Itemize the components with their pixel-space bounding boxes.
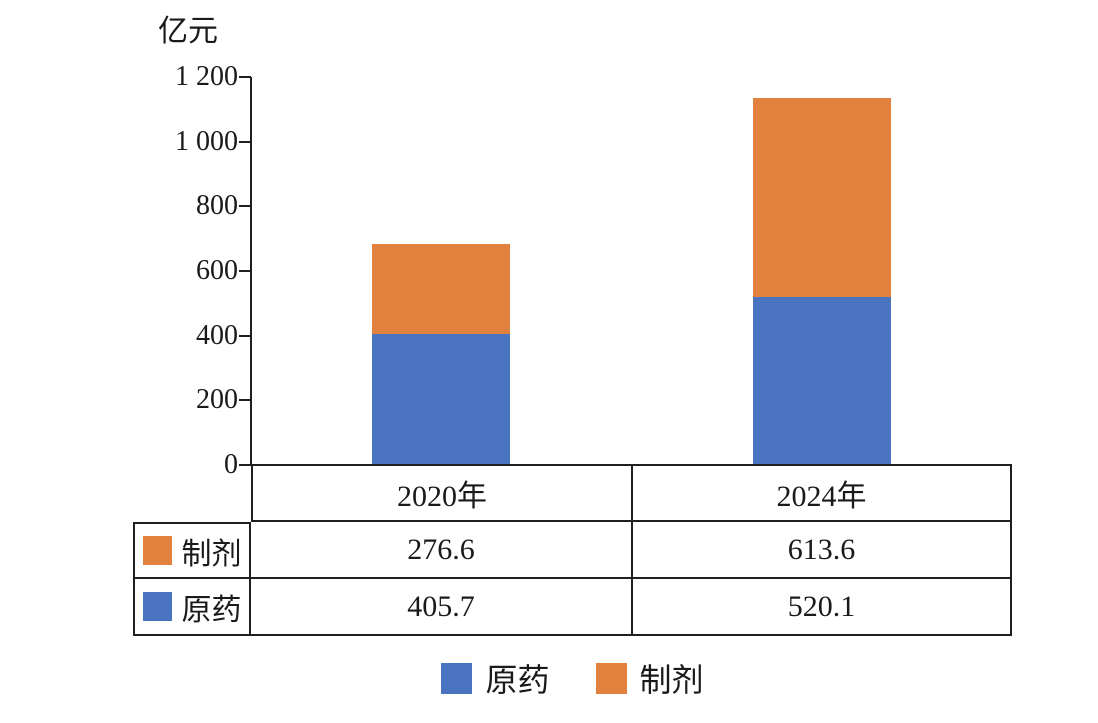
y-tick-mark bbox=[239, 334, 251, 337]
legend-swatch-formulation bbox=[595, 662, 627, 694]
bar-segment-formulation bbox=[372, 244, 511, 334]
legend-swatch-formulation bbox=[142, 536, 172, 565]
legend-label-technical-material: 原药 bbox=[485, 662, 550, 698]
y-tick-label: 200 bbox=[196, 384, 238, 416]
bar-segment-formulation bbox=[752, 98, 891, 297]
legend-swatch-technical-material bbox=[142, 592, 172, 621]
y-tick-label: 800 bbox=[196, 190, 238, 222]
y-axis-line bbox=[250, 77, 252, 465]
y-tick-mark bbox=[239, 464, 251, 466]
y-tick-label: 0 bbox=[224, 449, 238, 480]
table-value-cell: 276.6 bbox=[251, 522, 633, 579]
y-tick-label: 600 bbox=[196, 255, 238, 286]
table-value-cell: 613.6 bbox=[633, 522, 1012, 579]
legend-item-technical-material: 原药 bbox=[441, 655, 550, 701]
table-row-label-technical-material: 原药 bbox=[133, 579, 251, 636]
y-tick-label: 400 bbox=[196, 319, 238, 351]
y-tick-mark bbox=[239, 205, 251, 208]
bar-segment-technical-material bbox=[752, 296, 891, 465]
table-row-label-text: 原药 bbox=[181, 593, 242, 627]
legend-swatch-technical-material bbox=[441, 662, 473, 694]
table-value-cell: 405.7 bbox=[251, 579, 633, 636]
y-tick-label: 1 200 bbox=[175, 61, 238, 92]
y-axis-unit-label: 亿元 bbox=[158, 15, 218, 48]
table-corner-blank bbox=[133, 464, 251, 522]
chart-legend: 原药 制剂 bbox=[133, 652, 1012, 704]
table-row-label-text: 制剂 bbox=[181, 537, 242, 571]
y-tick-mark bbox=[239, 76, 251, 78]
table-header-year: 2020年 bbox=[251, 464, 633, 522]
legend-item-formulation: 制剂 bbox=[595, 655, 704, 701]
table-header-year: 2024年 bbox=[633, 464, 1012, 522]
data-table: 2020年 2024年制剂 276.6 613.6 原药 405.7 520.1 bbox=[133, 464, 1012, 636]
legend-label-formulation: 制剂 bbox=[639, 662, 704, 698]
y-tick-mark bbox=[239, 270, 251, 272]
table-row-label-formulation: 制剂 bbox=[133, 522, 251, 579]
y-tick-mark bbox=[239, 140, 251, 143]
y-tick-mark bbox=[239, 399, 251, 402]
bar-segment-technical-material bbox=[372, 333, 511, 465]
y-tick-label: 1 000 bbox=[175, 125, 238, 157]
table-value-cell: 520.1 bbox=[633, 579, 1012, 636]
